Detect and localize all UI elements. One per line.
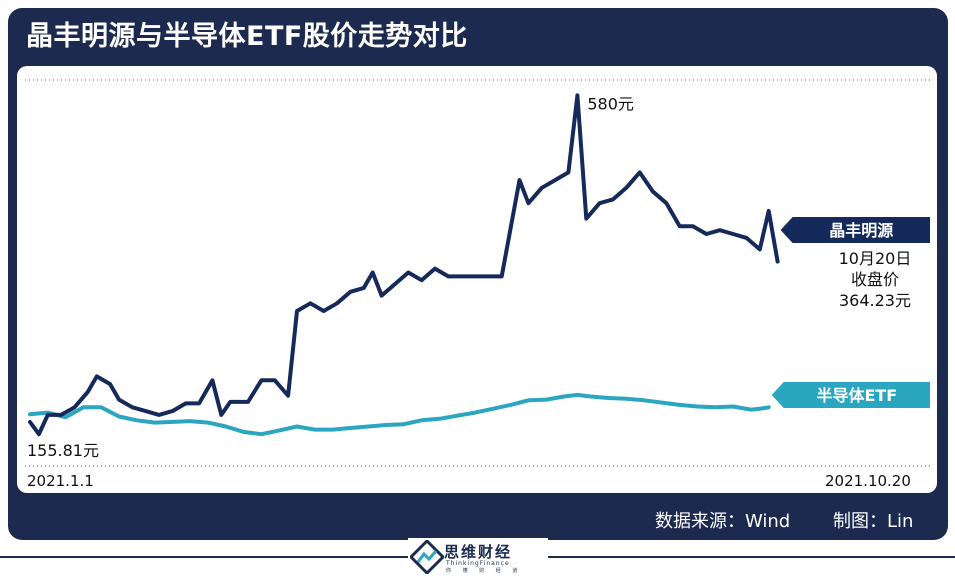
logo-icon	[410, 540, 444, 574]
chart-title: 晶丰明源与半导体ETF股价走势对比	[26, 21, 468, 52]
source-text: 数据来源：Wind	[655, 511, 791, 532]
brand-logo: 思维财经 ThinkingFinance 你 懂 财 经 道	[408, 538, 548, 576]
logo-slogan: 你 懂 财 经 道	[446, 568, 523, 574]
end-value-label: 收盘价	[851, 270, 899, 289]
end-value-label: 10月20日	[839, 249, 912, 268]
x-start-label: 2021.1.1	[27, 472, 94, 490]
legend-label-1: 半导体ETF	[816, 386, 897, 405]
start-value-label: 155.81元	[27, 441, 99, 460]
author-text: 制图：Lin	[833, 511, 914, 532]
legend-tag-0	[780, 217, 930, 243]
series-line-0	[28, 93, 780, 437]
footer-divider-left	[0, 556, 410, 558]
footer-divider-right	[548, 556, 955, 558]
end-value-label: 364.23元	[839, 291, 911, 310]
peak-value-label: 580元	[587, 94, 634, 113]
logo-english: ThinkingFinance	[446, 560, 510, 567]
series-line-1	[28, 392, 771, 437]
legend-tag-1	[771, 382, 930, 408]
logo-name: 思维财经	[444, 543, 513, 561]
legend-label-0: 晶丰明源	[829, 221, 893, 240]
x-end-label: 2021.10.20	[825, 472, 911, 490]
